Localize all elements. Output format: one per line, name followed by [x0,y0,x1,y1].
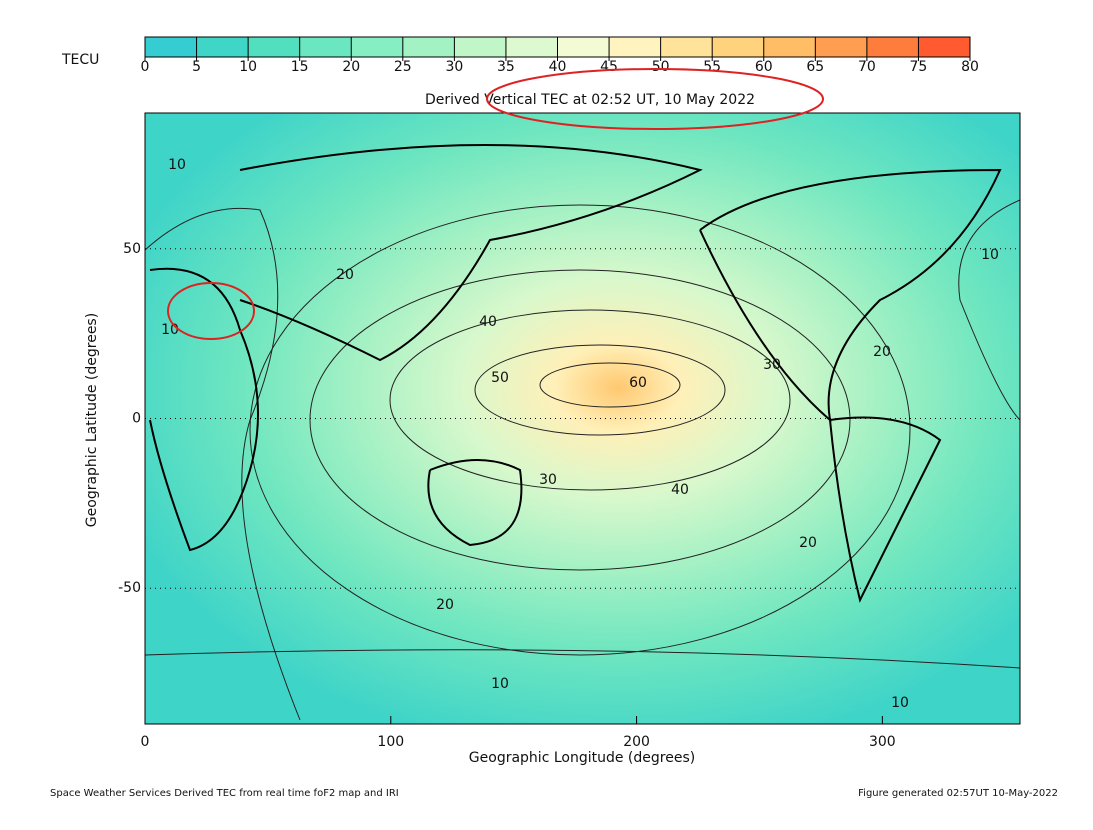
colorbar-tick-label: 80 [961,59,979,75]
contour-label: 10 [168,157,186,173]
colorbar-swatch [196,37,249,57]
africa [149,267,259,552]
colorbar-tick-label: 50 [652,59,670,75]
colorbar-swatch [299,37,352,57]
contour [309,269,851,571]
x-tick-label: 0 [141,734,150,750]
colorbar-swatch [505,37,558,57]
y-tick-label: 0 [132,411,141,427]
contour [389,309,791,491]
x-tick-label: 100 [377,734,404,750]
colorbar-tick-label: 75 [910,59,928,75]
south-america [829,416,942,603]
colorbar-swatch [454,37,506,57]
colorbar-tick-label: 30 [445,59,463,75]
contour-label: 20 [799,535,817,551]
contour-label: 20 [336,267,354,283]
plot-frame [144,112,1021,725]
contour [144,207,301,721]
colorbar-label: TECU [61,52,99,68]
x-tick-label: 300 [869,734,896,750]
y-axis-label: Geographic Latitude (degrees) [84,313,100,527]
contour-label: 30 [539,472,557,488]
colorbar-tick-label: 5 [192,59,201,75]
y-tick-label: 50 [123,241,141,257]
footer-right: Figure generated 02:57UT 10-May-2022 [858,788,1058,799]
colorbar-swatch [557,37,610,57]
contour [958,199,1021,421]
x-tick-label: 200 [623,734,650,750]
colorbar-tick-label: 40 [549,59,567,75]
x-axis-label: Geographic Longitude (degrees) [469,750,695,766]
colorbar-tick-label: 0 [141,59,150,75]
australia [427,459,523,547]
contour-label: 10 [981,247,999,263]
contour-label: 10 [161,322,179,338]
colorbar-swatch [248,37,300,57]
y-tick-label: -50 [118,580,141,596]
contour-label: 60 [629,375,647,391]
colorbar-tick-label: 25 [394,59,412,75]
colorbar-tick-label: 55 [703,59,721,75]
contour [474,344,726,436]
colorbar-swatch [609,37,661,57]
annotation-circle [486,68,824,130]
colorbar-tick-label: 60 [755,59,773,75]
colorbar-swatch [145,37,197,57]
contour-label: 10 [491,676,509,692]
colorbar-swatch [866,37,919,57]
colorbar-swatch [712,37,764,57]
colorbar-frame [144,36,971,58]
colorbar-swatch [660,37,713,57]
map-title: Derived Vertical TEC at 02:52 UT, 10 May… [425,92,755,108]
contour-label: 40 [479,314,497,330]
contour [539,362,681,408]
colorbar-tick-label: 35 [497,59,515,75]
contour-label: 50 [491,370,509,386]
contours [144,199,1021,721]
colorbar-tick-label: 45 [600,59,618,75]
colorbar-tick-label: 10 [239,59,257,75]
colorbar-tick-label: 20 [342,59,360,75]
colorbar-swatch [402,37,455,57]
eurasia [239,144,703,362]
contour-label: 30 [763,357,781,373]
map-plot: 10 20 10 10 40 50 60 30 20 30 40 20 20 10 10 [144,112,1021,725]
colorbar-tick-label: 15 [291,59,309,75]
colorbar: 0 5 10 15 20 25 30 35 40 45 50 55 60 65 70 75 80 [141,36,979,75]
annotation-circle [167,282,255,340]
colorbar-tick-label: 65 [806,59,824,75]
contour [144,649,1021,669]
footer-left: Space Weather Services Derived TEC from … [50,788,399,799]
coastlines [149,144,1002,603]
colorbar-swatch [918,37,970,57]
colorbar-swatch [763,37,816,57]
contour-label: 20 [436,597,454,613]
colorbar-tick-label: 70 [858,59,876,75]
north-america [699,168,1002,423]
contour-label: 10 [891,695,909,711]
contour-label: 20 [873,344,891,360]
colorbar-swatch [351,37,403,57]
contour [249,204,911,656]
contour-label: 40 [671,482,689,498]
colorbar-swatch [815,37,867,57]
